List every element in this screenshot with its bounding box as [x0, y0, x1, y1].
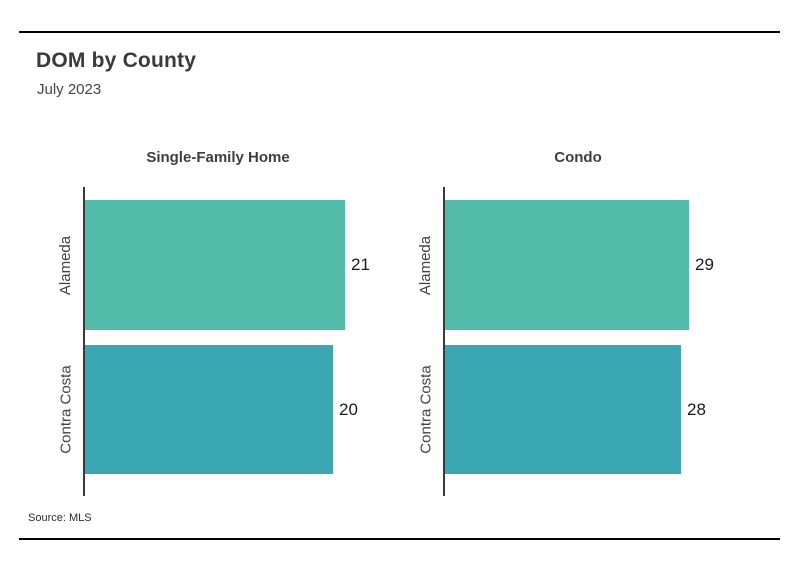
chart-panel-condo: Condo Alameda Contra Costa 29 28 [403, 145, 763, 505]
y-tick-label-box: Contra Costa [51, 345, 81, 474]
source-note: Source: MLS [28, 512, 92, 524]
bottom-rule [19, 538, 780, 540]
bar-value-label: 21 [351, 255, 370, 274]
bar-value-label: 20 [339, 399, 358, 419]
y-tick-label-box: Contra Costa [411, 345, 441, 474]
bar-alameda [85, 200, 345, 330]
bar-value-label: 29 [695, 255, 714, 274]
page-title: DOM by County [36, 49, 197, 72]
y-tick-label: Contra Costa [57, 365, 75, 454]
y-tick-label-box: Alameda [51, 200, 81, 330]
bar-contra-costa [445, 345, 681, 474]
page-subtitle: July 2023 [37, 81, 102, 98]
y-tick-label: Contra Costa [417, 365, 435, 454]
y-tick-label-box: Alameda [411, 200, 441, 330]
bar-value-label: 28 [687, 399, 706, 419]
bar-alameda [445, 200, 689, 330]
y-tick-label: Alameda [57, 235, 75, 295]
chart-title: Condo [554, 149, 602, 166]
bar-contra-costa [85, 345, 333, 474]
y-axis-line [443, 187, 445, 496]
chart-panel-single-family: Single-Family Home Alameda Contra Costa … [43, 145, 403, 505]
top-rule [19, 31, 780, 33]
chart-title: Single-Family Home [146, 149, 290, 166]
y-axis-line [83, 187, 85, 496]
y-tick-label: Alameda [417, 235, 435, 295]
